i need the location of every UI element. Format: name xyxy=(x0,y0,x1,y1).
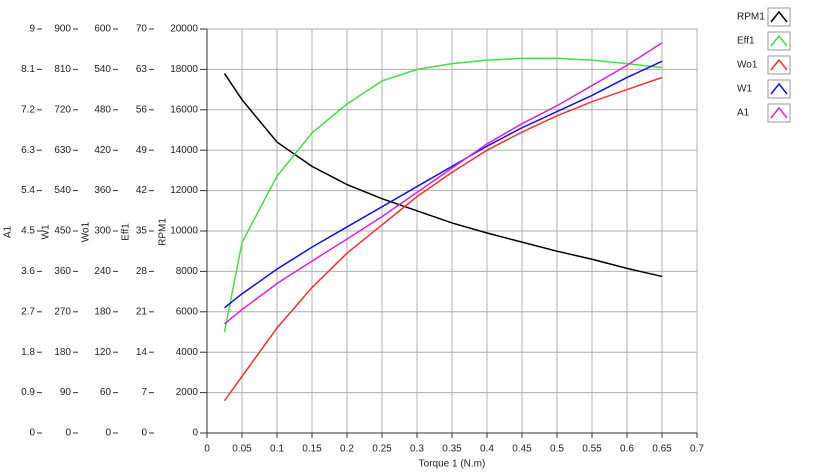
y-tick-label: 360 xyxy=(94,185,111,196)
y-tick-label: 2000 xyxy=(176,387,199,398)
x-tick-label: 0.55 xyxy=(582,444,602,455)
y-tick-label: 2.7 xyxy=(21,306,35,317)
y-tick-label: 4000 xyxy=(176,347,199,358)
y-tick-label: 8.1 xyxy=(21,64,35,75)
y-tick-label: 630 xyxy=(54,145,71,156)
x-tick-label: 0.7 xyxy=(690,444,704,455)
series-line xyxy=(224,42,663,325)
legend-label: RPM1 xyxy=(737,12,765,23)
x-tick-label: 0.5 xyxy=(550,444,564,455)
y-tick-label: 0 xyxy=(29,428,35,439)
y-tick-label: 14000 xyxy=(170,145,198,156)
y-tick-label: 14 xyxy=(136,347,148,358)
legend-label: Eff1 xyxy=(737,36,755,47)
y-tick-label: 10000 xyxy=(170,226,198,237)
legend-swatch xyxy=(770,106,788,119)
x-tick-label: 0.2 xyxy=(340,444,354,455)
legend-box xyxy=(767,103,791,123)
y-tick-label: 7 xyxy=(141,387,147,398)
y-tick-label: 12000 xyxy=(170,185,198,196)
y-tick-label: 0.9 xyxy=(21,387,35,398)
y-axis-title: Wo1 xyxy=(81,221,92,242)
y-tick-label: 35 xyxy=(136,226,148,237)
y-tick-label: 900 xyxy=(54,24,71,35)
legend-swatch xyxy=(770,34,788,47)
series-line xyxy=(223,76,663,402)
y-tick-label: 5.4 xyxy=(21,185,35,196)
x-tick-label: 0.6 xyxy=(620,444,634,455)
y-tick-label: 0 xyxy=(105,428,111,439)
y-tick-label: 480 xyxy=(94,104,111,115)
y-tick-label: 20000 xyxy=(170,24,198,35)
legend-box xyxy=(767,55,791,75)
legend-swatch xyxy=(770,58,788,71)
y-tick-label: 540 xyxy=(54,185,71,196)
y-tick-label: 7.2 xyxy=(21,104,35,115)
legend-label: Wo1 xyxy=(737,60,758,71)
y-tick-label: 4.5 xyxy=(21,226,35,237)
y-tick-label: 6.3 xyxy=(21,145,35,156)
legend-swatch xyxy=(770,10,788,23)
x-tick-label: 0.05 xyxy=(232,444,252,455)
y-tick-label: 540 xyxy=(94,64,111,75)
y-tick-label: 420 xyxy=(94,145,111,156)
legend-box xyxy=(767,31,791,51)
legend-label: W1 xyxy=(737,84,752,95)
y-tick-label: 63 xyxy=(136,64,148,75)
series-line xyxy=(223,57,663,333)
y-tick-label: 3.6 xyxy=(21,266,35,277)
y-tick-label: 600 xyxy=(94,24,111,35)
legend-box xyxy=(767,7,791,27)
x-tick-label: 0.15 xyxy=(302,444,322,455)
series-line xyxy=(223,73,663,278)
legend-label: A1 xyxy=(737,108,750,119)
y-axis-title: RPM1 xyxy=(158,218,169,246)
y-tick-label: 8000 xyxy=(176,266,199,277)
x-tick-label: 0.1 xyxy=(270,444,284,455)
x-tick-label: 0.45 xyxy=(512,444,532,455)
y-tick-label: 18000 xyxy=(170,64,198,75)
y-tick-label: 240 xyxy=(94,266,111,277)
y-tick-label: 56 xyxy=(136,104,148,115)
y-tick-label: 6000 xyxy=(176,306,199,317)
y-tick-label: 16000 xyxy=(170,104,198,115)
y-tick-label: 270 xyxy=(54,306,71,317)
y-tick-label: 28 xyxy=(136,266,148,277)
y-tick-label: 360 xyxy=(54,266,71,277)
x-tick-label: 0.4 xyxy=(480,444,494,455)
x-tick-label: 0.35 xyxy=(442,444,462,455)
y-tick-label: 300 xyxy=(94,226,111,237)
x-tick-label: 0.25 xyxy=(372,444,392,455)
y-tick-label: 49 xyxy=(136,145,148,156)
y-tick-label: 120 xyxy=(94,347,111,358)
y-tick-label: 450 xyxy=(54,226,71,237)
y-tick-label: 42 xyxy=(136,185,148,196)
y-tick-label: 810 xyxy=(54,64,71,75)
y-tick-label: 21 xyxy=(136,306,148,317)
x-tick-label: 0 xyxy=(204,444,210,455)
legend-swatch xyxy=(770,82,788,95)
y-axis-title: W1 xyxy=(41,224,52,239)
y-tick-label: 180 xyxy=(94,306,111,317)
legend-box xyxy=(767,79,791,99)
x-tick-label: 0.65 xyxy=(652,444,672,455)
series-line xyxy=(224,60,663,309)
y-axis-title: Eff1 xyxy=(121,223,132,241)
y-tick-label: 70 xyxy=(136,24,148,35)
y-tick-label: 720 xyxy=(54,104,71,115)
y-tick-label: 180 xyxy=(54,347,71,358)
y-tick-label: 9 xyxy=(29,24,35,35)
y-tick-label: 0 xyxy=(141,428,147,439)
x-axis-title: Torque 1 (N.m) xyxy=(419,459,486,470)
y-tick-label: 0 xyxy=(192,428,198,439)
y-axis-title: A1 xyxy=(3,225,14,238)
x-tick-label: 0.3 xyxy=(410,444,424,455)
y-tick-label: 0 xyxy=(65,428,71,439)
y-tick-label: 1.8 xyxy=(21,347,35,358)
y-tick-label: 90 xyxy=(60,387,72,398)
y-tick-label: 60 xyxy=(100,387,112,398)
